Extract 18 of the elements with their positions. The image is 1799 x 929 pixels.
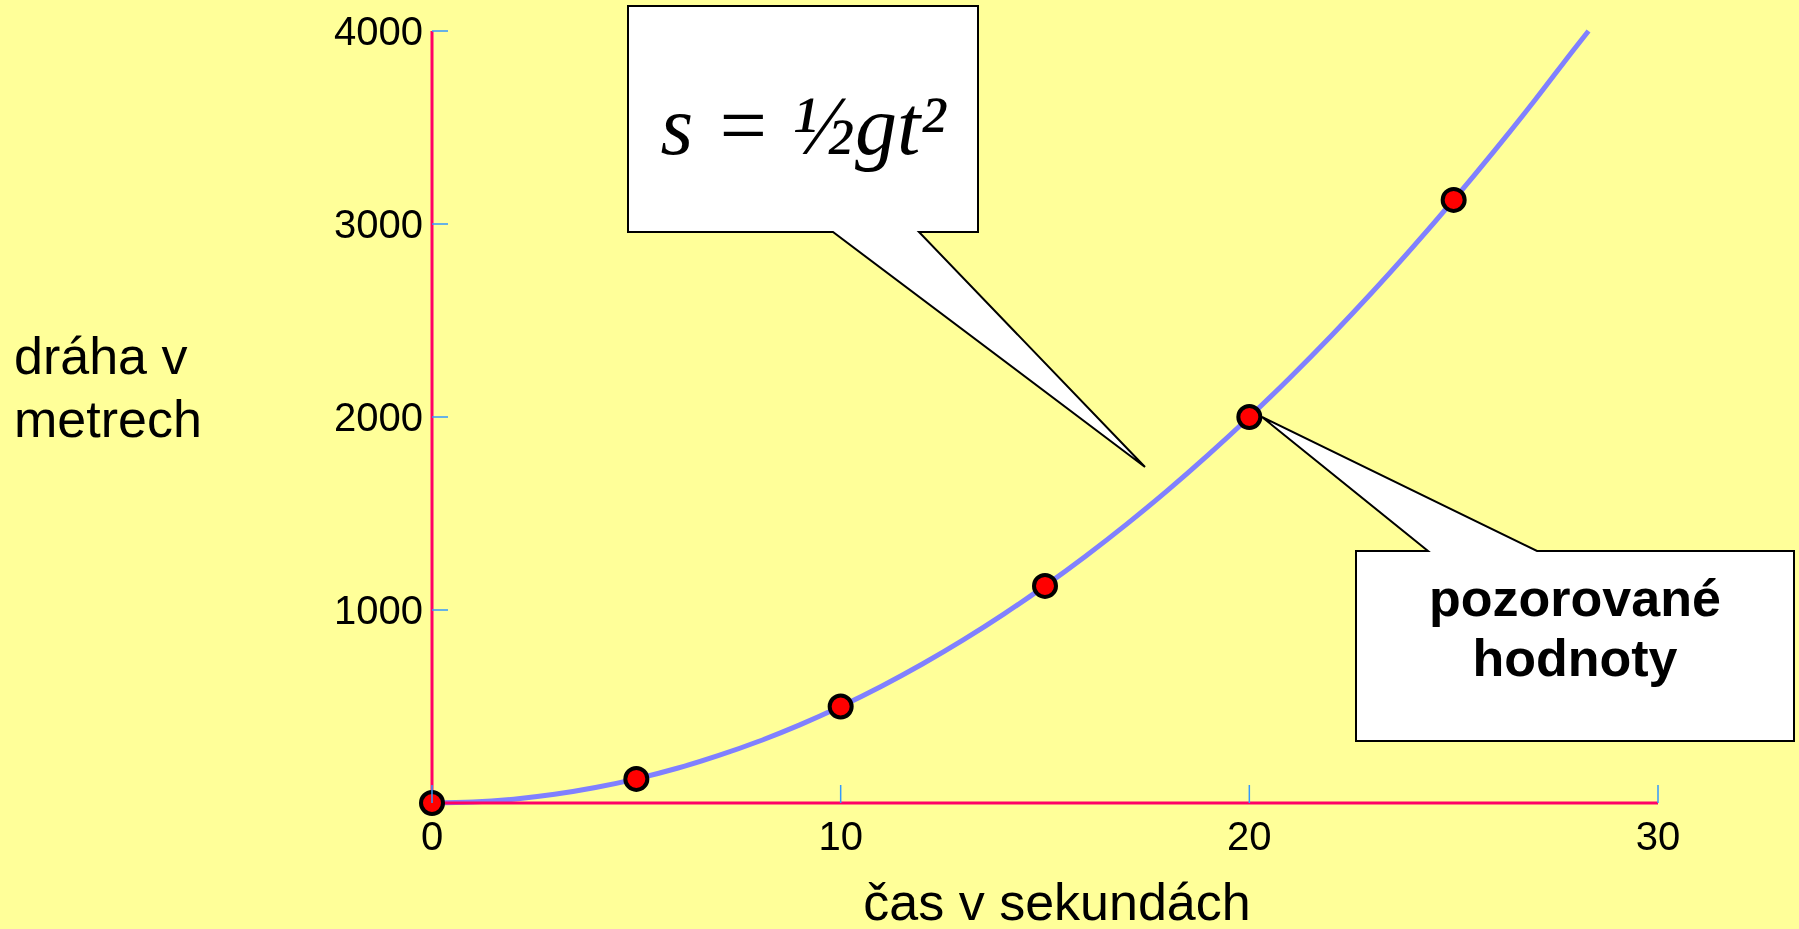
y-tick-label: 2000	[334, 395, 423, 439]
x-tick-label: 0	[420, 814, 444, 858]
annotation: s = ½gt²	[660, 78, 948, 172]
point	[1236, 404, 1263, 430]
point	[827, 693, 854, 720]
x-tick-label: 10	[818, 814, 863, 858]
point	[419, 790, 445, 816]
y-tick-label: 1000	[334, 588, 423, 632]
point	[1032, 572, 1058, 599]
y-tick-label: 3000	[334, 202, 423, 246]
y-axis-title: dráha v metrech	[14, 326, 203, 450]
x-axis-title: čas v sekundách	[863, 873, 1251, 929]
point	[1440, 186, 1467, 213]
x-tick-label: 30	[1635, 814, 1681, 858]
annotation: pozorované hodnoty	[1428, 568, 1722, 688]
point	[623, 765, 650, 792]
y-tick-label: 4000	[334, 9, 423, 53]
x-tick-label: 20	[1227, 814, 1272, 858]
